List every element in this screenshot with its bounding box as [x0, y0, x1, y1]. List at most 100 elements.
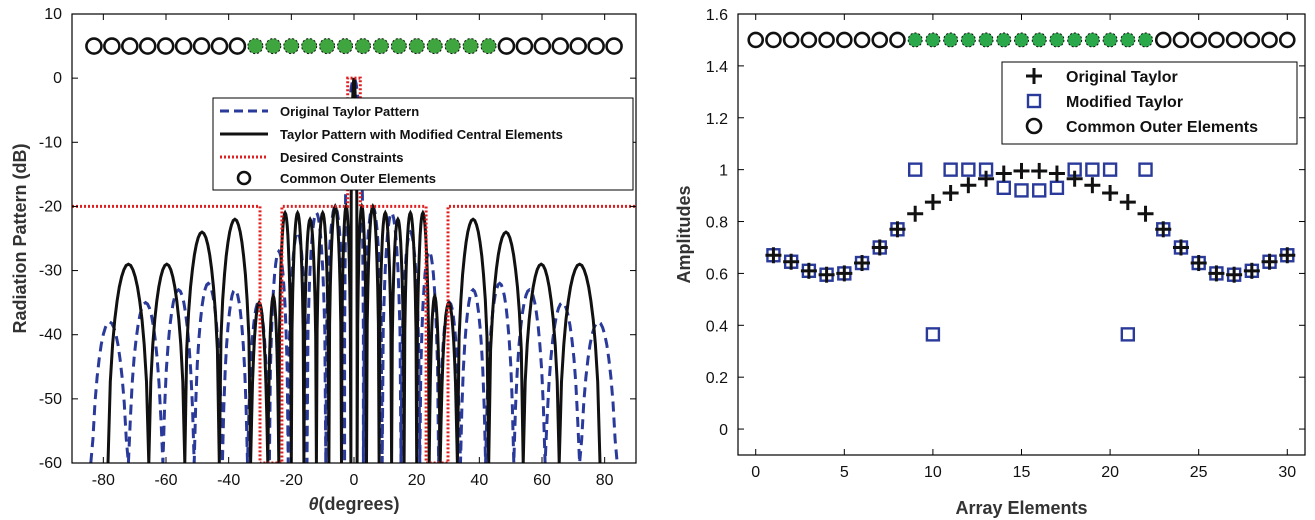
original-taylor-point [1261, 253, 1278, 270]
legend-label-modified-taylor: Taylor Pattern with Modified Central Ele… [280, 127, 563, 142]
modified-taylor-point [943, 162, 958, 177]
central-element-marker [1014, 32, 1029, 48]
legend-label-original-taylor: Original Taylor Pattern [280, 104, 419, 119]
left-y-axis-label: Radiation Pattern (dB) [10, 143, 30, 333]
right-element-markers [747, 31, 1296, 49]
outer-element-marker [1208, 31, 1225, 49]
y-tick-label: 1.6 [706, 7, 728, 24]
y-tick-label: 0.2 [706, 370, 728, 387]
outer-element-marker [156, 37, 175, 55]
right-x-axis-label: Array Elements [955, 498, 1087, 518]
outer-element-marker [765, 31, 782, 49]
y-tick-label: 1 [719, 163, 728, 180]
central-element-marker [426, 38, 443, 55]
left-x-axis-label: θ(degrees) [308, 494, 399, 514]
outer-element-marker [1190, 31, 1207, 49]
original-taylor-point [1102, 184, 1119, 201]
original-taylor-point [1031, 162, 1048, 179]
original-taylor-point [818, 266, 835, 283]
outer-element-marker [836, 31, 853, 49]
legend-label-outer-elements: Common Outer Elements [280, 171, 436, 186]
central-element-marker [247, 38, 264, 55]
central-element-marker [408, 38, 425, 55]
legend-swatch-original-taylor-plus [1026, 68, 1042, 84]
original-taylor-curve [89, 75, 619, 463]
central-element-marker [978, 32, 994, 48]
left-ticks: -80 -60 -40 -20 0 20 40 60 80100-10-20-30-40-50-… [39, 6, 636, 489]
original-taylor-point [942, 184, 959, 201]
outer-element-marker [605, 37, 623, 55]
legend-swatch-outer-elements-right [1025, 117, 1043, 135]
x-tick-label: 5 [840, 464, 849, 481]
central-element-marker [462, 38, 479, 55]
legend-label-modified-taylor-right: Modified Taylor [1066, 94, 1183, 111]
modified-taylor-point [1085, 162, 1100, 177]
x-tick-label: 40 [470, 472, 488, 489]
modified-taylor-point [907, 162, 923, 177]
y-tick-label: 0.4 [706, 318, 728, 335]
original-taylor-point [1013, 162, 1030, 179]
x-tick-label: 80 [596, 472, 614, 489]
outer-element-marker [1243, 31, 1261, 49]
outer-element-marker [192, 37, 211, 55]
y-tick-label: -60 [39, 455, 62, 472]
left-legend-box [212, 97, 634, 191]
original-taylor-point [836, 265, 853, 282]
original-taylor-point [1226, 266, 1243, 283]
central-element-marker [996, 32, 1012, 48]
central-element-marker [390, 38, 407, 55]
modified-taylor-point [925, 327, 941, 342]
left-x-axis-label-symbol: θ [308, 494, 318, 514]
central-element-marker [1084, 32, 1100, 48]
outer-element-marker [818, 31, 835, 49]
x-tick-label: 0 [751, 464, 760, 481]
outer-element-marker [569, 37, 587, 55]
central-element-marker [1049, 32, 1065, 48]
y-tick-label: 1.4 [706, 59, 728, 76]
modified-taylor-point [1120, 327, 1136, 342]
central-element-marker [265, 38, 282, 55]
right-legend-box [1001, 61, 1298, 145]
outer-element-marker [174, 37, 193, 55]
original-taylor-point [960, 177, 977, 194]
central-element-marker [480, 38, 497, 55]
modified-taylor-point [996, 180, 1011, 196]
original-taylor-point [924, 194, 941, 211]
central-element-marker [1102, 32, 1118, 48]
original-taylor-point [1208, 265, 1225, 282]
radiation-pattern-chart: -80 -60 -40 -20 0 20 40 60 80100-10-20-30-40-50-… [10, 6, 637, 514]
left-element-markers [85, 37, 623, 55]
original-taylor-point [1066, 170, 1083, 187]
central-element-marker [943, 32, 959, 48]
x-tick-label: -20 [280, 472, 303, 489]
right-y-axis-label: Amplitudes [674, 185, 694, 283]
central-element-marker [960, 32, 976, 48]
left-curves [72, 75, 636, 463]
outer-element-marker [121, 37, 139, 55]
outer-element-marker [228, 37, 247, 55]
original-taylor-point [1172, 239, 1189, 256]
y-tick-label: 10 [44, 6, 62, 23]
central-element-marker [319, 38, 336, 55]
x-tick-label: -80 [92, 472, 115, 489]
outer-element-marker [1261, 31, 1278, 49]
central-element-marker [283, 38, 300, 55]
outer-element-marker [551, 37, 570, 55]
central-element-marker [1138, 32, 1154, 48]
original-taylor-point [889, 221, 906, 238]
original-taylor-point [1137, 205, 1154, 222]
original-taylor-point [871, 239, 888, 256]
modified-taylor-point [1049, 180, 1065, 196]
y-tick-label: 0 [719, 422, 728, 439]
x-tick-label: 30 [1278, 464, 1296, 481]
original-taylor-point [1279, 247, 1296, 264]
outer-element-marker [533, 37, 552, 55]
outer-element-marker [1172, 31, 1190, 49]
x-tick-label: 25 [1190, 464, 1208, 481]
original-taylor-point [1119, 194, 1136, 211]
outer-element-marker [1154, 31, 1172, 49]
original-taylor-point [1155, 221, 1172, 238]
modified-taylor-point [961, 162, 976, 177]
modified-taylor-curve [106, 77, 602, 463]
y-tick-label: -30 [39, 263, 62, 280]
